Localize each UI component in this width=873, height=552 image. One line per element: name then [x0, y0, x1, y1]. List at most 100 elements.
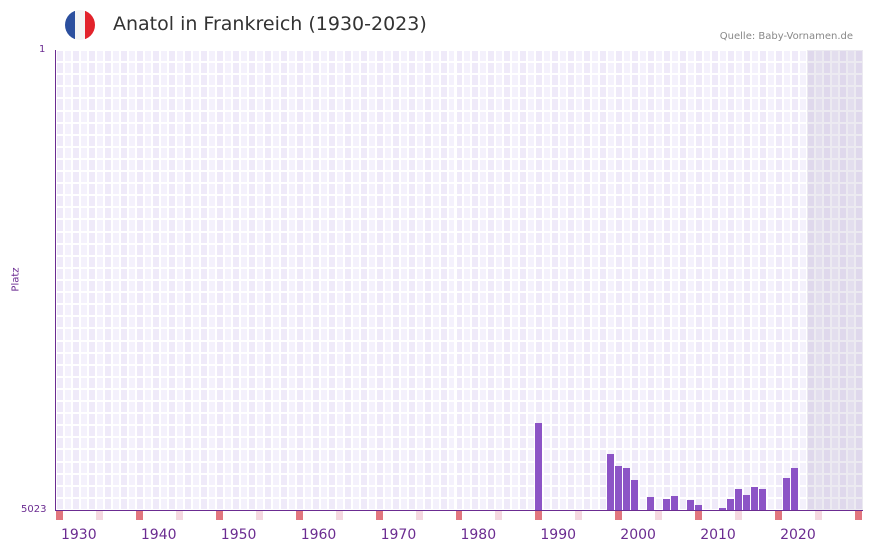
grid-cell — [272, 147, 279, 158]
grid-cell — [648, 377, 655, 388]
grid-cell — [112, 317, 119, 328]
grid-cell — [784, 111, 791, 122]
grid-cell — [248, 305, 255, 316]
grid-cell — [57, 256, 63, 267]
grid-cell — [672, 208, 679, 219]
grid-cell — [440, 244, 447, 255]
grid-cell — [216, 256, 223, 267]
grid-cell — [520, 341, 527, 352]
grid-cell — [624, 305, 631, 316]
grid-cell — [72, 293, 79, 304]
grid-cell — [592, 268, 599, 279]
grid-cell — [584, 414, 591, 425]
grid-cell — [768, 341, 775, 352]
grid-cell — [216, 63, 223, 74]
grid-cell — [736, 402, 743, 413]
grid-cell — [840, 220, 846, 231]
grid-cell — [248, 450, 255, 461]
grid-cell — [216, 123, 223, 134]
grid-cell — [168, 172, 175, 183]
grid-cell — [168, 353, 175, 364]
grid-cell — [544, 281, 551, 292]
grid-cell — [792, 365, 799, 376]
grid-cell — [312, 414, 319, 425]
grid-cell — [624, 256, 631, 267]
grid-cell — [432, 208, 439, 219]
grid-cell — [768, 220, 775, 231]
grid-cell — [752, 462, 759, 473]
grid-cell — [792, 426, 799, 437]
grid-cell — [368, 268, 375, 279]
grid-cell — [376, 184, 383, 195]
grid-cell — [552, 486, 559, 497]
grid-cell — [440, 377, 447, 388]
grid-cell — [600, 414, 607, 425]
grid-cell — [688, 63, 695, 74]
grid-cell — [856, 256, 862, 267]
grid-cell — [112, 184, 119, 195]
grid-cell — [296, 268, 303, 279]
grid-cell — [528, 51, 535, 62]
grid-cell — [592, 208, 599, 219]
grid-cell — [104, 353, 111, 364]
grid-cell — [136, 293, 143, 304]
grid-cell — [216, 389, 223, 401]
grid-cell — [296, 450, 303, 461]
grid-cell — [784, 402, 791, 413]
grid-cell — [520, 87, 527, 98]
grid-cell — [712, 402, 719, 413]
grid-cell — [848, 293, 854, 304]
grid-cell — [696, 159, 703, 171]
grid-cell — [96, 63, 103, 74]
grid-cell — [680, 159, 687, 171]
grid-cell — [688, 450, 695, 461]
grid-cell — [560, 426, 567, 437]
grid-cell — [64, 498, 71, 509]
grid-cell — [192, 438, 199, 449]
grid-cell — [696, 232, 703, 243]
grid-cell — [752, 293, 759, 304]
grid-cell — [208, 256, 215, 267]
grid-cell — [744, 474, 751, 485]
grid-cell — [544, 208, 551, 219]
bar-2000 — [623, 468, 631, 510]
grid-cell — [472, 232, 479, 243]
grid-cell — [376, 220, 383, 231]
grid-cell — [144, 426, 151, 437]
grid-cell — [224, 147, 231, 158]
grid-cell — [512, 414, 519, 425]
grid-cell — [304, 293, 311, 304]
grid-cell — [728, 353, 735, 364]
grid-cell — [512, 232, 519, 243]
grid-cell — [712, 184, 719, 195]
grid-cell — [680, 474, 687, 485]
grid-cell — [256, 87, 263, 98]
grid-cell — [272, 184, 279, 195]
grid-cell — [600, 450, 607, 461]
grid-cell — [168, 305, 175, 316]
grid-cell — [456, 474, 463, 485]
grid-cell — [712, 353, 719, 364]
grid-cell — [144, 268, 151, 279]
grid-cell — [408, 474, 415, 485]
grid-cell — [104, 268, 111, 279]
grid-cell — [256, 293, 263, 304]
grid-cell — [392, 426, 399, 437]
grid-cell — [504, 111, 511, 122]
grid-cell — [672, 462, 679, 473]
grid-cell — [168, 450, 175, 461]
grid-cell — [576, 281, 583, 292]
grid-cell — [72, 414, 79, 425]
grid-cell — [736, 220, 743, 231]
grid-cell — [592, 256, 599, 267]
grid-cell — [584, 51, 591, 62]
grid-cell — [600, 51, 607, 62]
grid-cell — [328, 244, 335, 255]
grid-cell — [624, 341, 631, 352]
grid-cell — [856, 159, 862, 171]
grid-cell — [168, 184, 175, 195]
grid-cell — [776, 377, 783, 388]
grid-cell — [488, 123, 495, 134]
grid-cell — [336, 63, 343, 74]
grid-cell — [216, 414, 223, 425]
